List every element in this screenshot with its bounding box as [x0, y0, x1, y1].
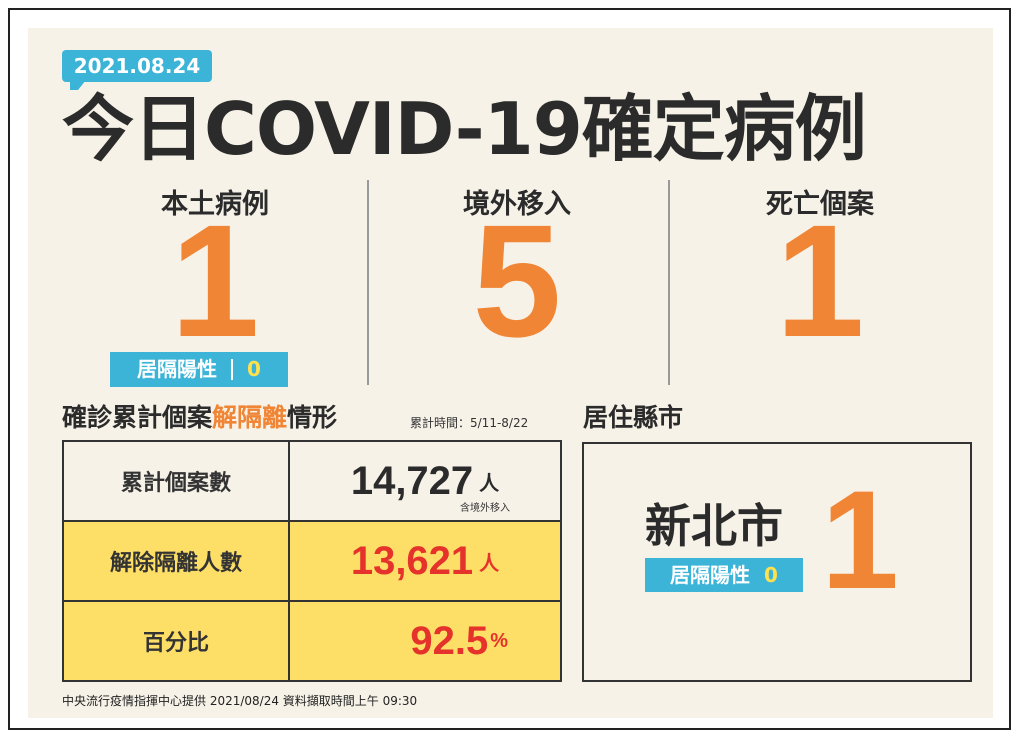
divider [367, 180, 369, 385]
stat-label: 境外移入 [463, 189, 571, 220]
date-badge: 2021.08.24 [62, 50, 212, 82]
row-note: 含境外移入 [460, 503, 510, 514]
stat-value: 1 [170, 191, 260, 370]
city-count: 1 [821, 461, 899, 618]
separator [231, 359, 234, 380]
row-label: 累計個案數 [62, 440, 290, 522]
sub-label: 居隔陽性 [670, 563, 751, 587]
heading-suffix: 情形 [287, 403, 338, 432]
heading-prefix: 確診累計個案 [62, 403, 213, 432]
cumulative-heading: 確診累計個案解隔離情形 [62, 398, 337, 434]
stat-value: 5 [472, 191, 562, 370]
title: 今日COVID-19確定病例 [62, 87, 867, 171]
divider [668, 180, 670, 385]
sub-badge: 居隔陽性 0 [645, 558, 803, 592]
row-value-cell: 14,727 人 含境外移入 [288, 440, 562, 522]
footer: 中央流行疫情指揮中心提供 2021/08/24 資料擷取時間上午 09:30 [62, 694, 418, 708]
stat-label: 本土病例 [161, 189, 269, 220]
stat-label: 死亡個案 [766, 189, 874, 220]
residence-heading: 居住縣市 [583, 403, 684, 432]
row-label: 解除隔離人數 [62, 520, 290, 602]
heading-highlight: 解隔離 [212, 403, 288, 432]
residence-box [582, 442, 972, 682]
city: 新北市 [645, 499, 783, 553]
stat-value: 1 [775, 191, 865, 370]
period: 累計時間：5/11-8/22 [410, 416, 529, 430]
row-unit: 人 [479, 552, 500, 575]
row-value: 13,621 [350, 538, 474, 583]
sub-value: 0 [247, 357, 261, 381]
row-unit: % [490, 629, 508, 652]
row-unit: 人 [479, 470, 500, 495]
date: 2021.08.24 [73, 54, 201, 78]
row-label: 百分比 [62, 600, 290, 682]
sub-value: 0 [764, 563, 778, 587]
row-value: 14,727 [350, 458, 474, 503]
sub-label: 居隔陽性 [137, 357, 218, 381]
row-value-cell: 92.5% [288, 600, 562, 682]
row-value-cell: 13,621 人 [288, 520, 562, 602]
badge-tail [70, 80, 86, 90]
row-value: 92.5 [410, 618, 489, 663]
sub-badge: 居隔陽性 0 [110, 352, 288, 387]
